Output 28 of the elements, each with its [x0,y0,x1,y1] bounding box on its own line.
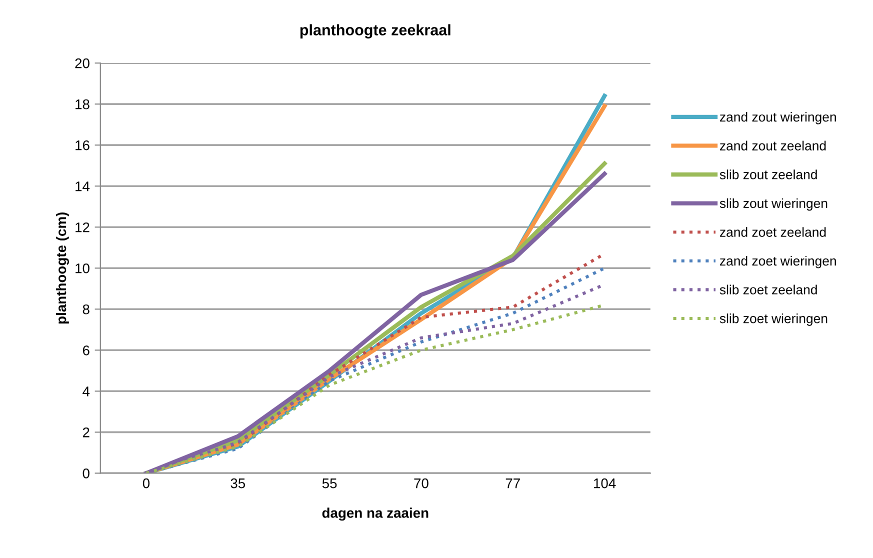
y-axis-title: planthoogte (cm) [56,212,69,324]
x-tick-label: 35 [230,478,246,488]
y-tick-label: 4 [82,386,90,396]
y-tick-label: 10 [76,263,90,274]
legend-label: slib zout wieringen [720,198,828,211]
y-tick-label: 14 [76,182,90,192]
x-tick-label: 0 [142,478,150,488]
y-tick-label: 12 [76,222,90,232]
y-tick-label: 2 [82,428,90,438]
y-tick-label: 6 [82,345,90,356]
legend-label: zand zout wieringen [720,112,836,124]
chart-title: planthoogte zeekraal [300,24,450,39]
y-tick-label: 20 [75,58,90,68]
x-tick-label: 104 [594,478,616,488]
legend-label: zand zoet zeeland [720,227,826,237]
legend-label: zand zout zeeland [720,140,826,150]
legend-label: slib zoet wieringen [720,314,828,326]
x-tick-label: 70 [414,478,428,488]
legend-label: slib zoet zeeland [720,284,817,294]
y-tick-label: 8 [82,304,90,314]
x-axis-title: dagen na zaaien [322,508,428,521]
x-tick-label: 77 [506,478,520,488]
y-tick-label: 0 [82,468,90,478]
legend-label: slib zout zeeland [720,170,817,180]
x-tick-label: 55 [322,478,337,488]
legend-label: zand zoet wieringen [720,256,836,268]
y-tick-label: 16 [76,140,90,150]
y-tick-label: 18 [76,99,90,110]
